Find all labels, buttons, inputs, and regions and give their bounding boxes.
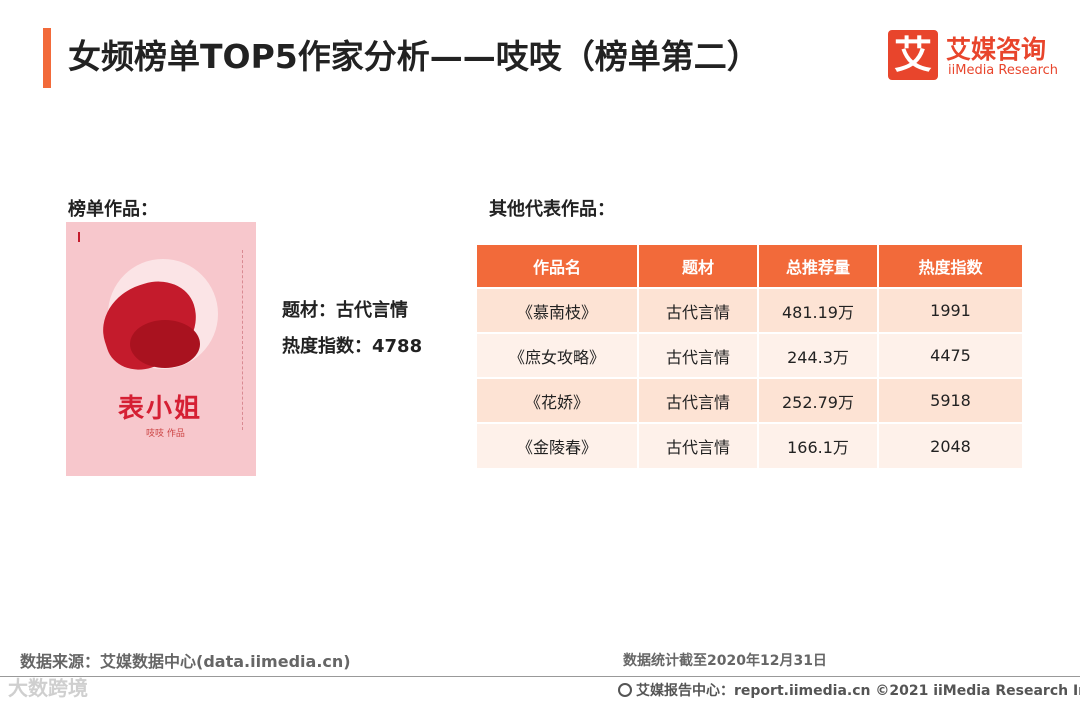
cell-work-name: 《金陵春》 bbox=[477, 422, 638, 468]
cell-recommendations: 481.19万 bbox=[757, 287, 878, 333]
data-cutoff-date: 数据统计截至2020年12月31日 bbox=[623, 653, 827, 669]
data-source: 数据来源：艾媒数据中心(data.iimedia.cn) bbox=[20, 652, 351, 671]
table-row: 《慕南枝》 古代言情 481.19万 1991 bbox=[477, 287, 1022, 333]
logo-name-en: iiMedia Research bbox=[948, 63, 1059, 78]
footer-divider bbox=[0, 676, 1080, 677]
genre-text: 题材：古代言情 bbox=[282, 300, 408, 321]
logo-mark: 艾 bbox=[888, 30, 938, 80]
header-work-name: 作品名 bbox=[477, 245, 638, 288]
page-title: 女频榜单TOP5作家分析——吱吱（榜单第二） bbox=[68, 37, 760, 76]
cell-genre: 古代言情 bbox=[637, 332, 758, 378]
cell-work-name: 《慕南枝》 bbox=[477, 287, 638, 333]
cell-work-name: 《庶女攻略》 bbox=[477, 332, 638, 378]
cell-recommendations: 244.3万 bbox=[757, 332, 878, 378]
cell-heat-index: 1991 bbox=[877, 287, 1022, 333]
cover-subtitle: 吱吱 作品 bbox=[146, 429, 185, 439]
watermark: 大数跨境 bbox=[8, 676, 88, 700]
cell-recommendations: 166.1万 bbox=[757, 422, 878, 468]
ranked-work-label: 榜单作品： bbox=[68, 199, 158, 220]
table-row: 《庶女攻略》 古代言情 244.3万 4475 bbox=[477, 332, 1022, 378]
report-center: 艾媒报告中心：report.iimedia.cn ©2021 iiMedia R… bbox=[618, 680, 1080, 700]
book-cover: 表小姐 吱吱 作品 bbox=[66, 222, 256, 476]
header-genre: 题材 bbox=[637, 245, 758, 288]
cell-genre: 古代言情 bbox=[637, 422, 758, 468]
table-row: 《花娇》 古代言情 252.79万 5918 bbox=[477, 377, 1022, 423]
cell-heat-index: 2048 bbox=[877, 422, 1022, 468]
cell-heat-index: 4475 bbox=[877, 332, 1022, 378]
cell-genre: 古代言情 bbox=[637, 287, 758, 333]
report-center-text: 艾媒报告中心：report.iimedia.cn ©2021 iiMedia R… bbox=[636, 683, 1080, 699]
other-works-label: 其他代表作品： bbox=[489, 199, 615, 220]
cover-tick bbox=[78, 232, 80, 242]
cell-work-name: 《花娇》 bbox=[477, 377, 638, 423]
globe-icon bbox=[618, 683, 632, 697]
header-heat-index: 热度指数 bbox=[877, 245, 1022, 288]
cell-recommendations: 252.79万 bbox=[757, 377, 878, 423]
table-row: 《金陵春》 古代言情 166.1万 2048 bbox=[477, 422, 1022, 468]
header-recommendations: 总推荐量 bbox=[757, 245, 878, 288]
table-header-row: 作品名 题材 总推荐量 热度指数 bbox=[477, 245, 1022, 288]
other-works-table: 作品名 题材 总推荐量 热度指数 《慕南枝》 古代言情 481.19万 1991… bbox=[477, 245, 1022, 468]
logo-name-cn: 艾媒咨询 bbox=[946, 35, 1047, 64]
cell-genre: 古代言情 bbox=[637, 377, 758, 423]
heat-index-text: 热度指数：4788 bbox=[282, 336, 423, 357]
cover-divider bbox=[242, 250, 243, 430]
cover-flower-petal bbox=[130, 320, 200, 368]
cover-title: 表小姐 bbox=[118, 394, 203, 424]
title-accent-bar bbox=[43, 28, 51, 88]
brand-logo: 艾 艾媒咨询 iiMedia Research bbox=[888, 30, 1068, 82]
cell-heat-index: 5918 bbox=[877, 377, 1022, 423]
